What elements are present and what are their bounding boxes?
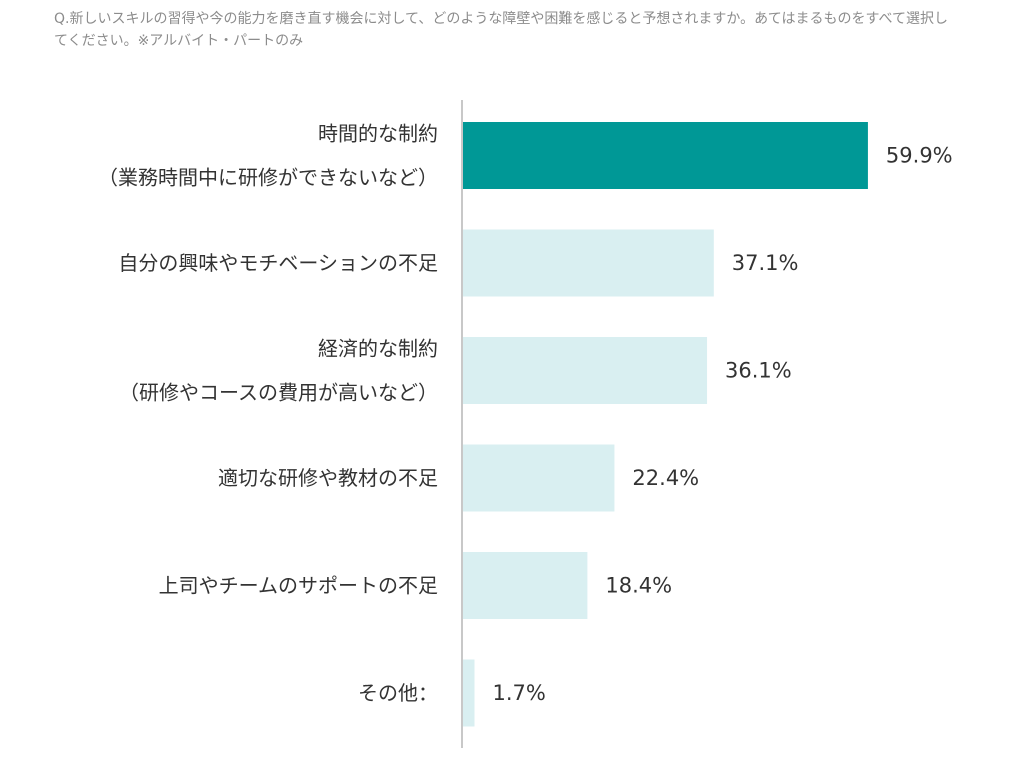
category-label-2-line-0: 経済的な制約	[318, 337, 438, 361]
bars-group	[463, 122, 868, 727]
category-labels-group: 時間的な制約 （業務時間中に研修ができないなど） 自分の興味やモチベーションの不足経…	[98, 122, 438, 706]
category-label-3-line-0: 適切な研修や教材の不足	[218, 466, 438, 490]
value-label-1: 37.1%	[732, 251, 799, 275]
value-label-0: 59.9%	[886, 144, 953, 168]
bar-2	[463, 337, 708, 404]
value-label-2: 36.1%	[725, 359, 792, 383]
category-label-5-line-0: その他：	[358, 681, 438, 705]
category-label-4-line-0: 上司やチームのサポートの不足	[159, 574, 438, 598]
question-text: Q.新しいスキルの習得や今の能力を磨き直す機会に対して、どのような障壁や困難を感…	[54, 11, 948, 49]
value-label-3: 22.4%	[632, 466, 699, 490]
category-label-0-line-1: （業務時間中に研修ができないなど）	[98, 166, 438, 190]
bar-1	[463, 229, 714, 297]
bar-5	[463, 659, 475, 727]
value-labels-group: 59.9% 37.1% 36.1% 22.4% 18.4% 1.7%	[492, 144, 952, 706]
category-label-1-line-0: 自分の興味やモチベーションの不足	[118, 251, 438, 275]
value-label-5: 1.7%	[492, 681, 545, 705]
bar-3	[463, 444, 615, 512]
bar-4	[463, 552, 588, 619]
category-label-2-line-1: （研修やコースの費用が高いなど）	[119, 381, 438, 405]
value-label-4: 18.4%	[605, 574, 672, 598]
category-label-0-line-0: 時間的な制約	[318, 122, 438, 146]
bar-0	[463, 122, 868, 189]
